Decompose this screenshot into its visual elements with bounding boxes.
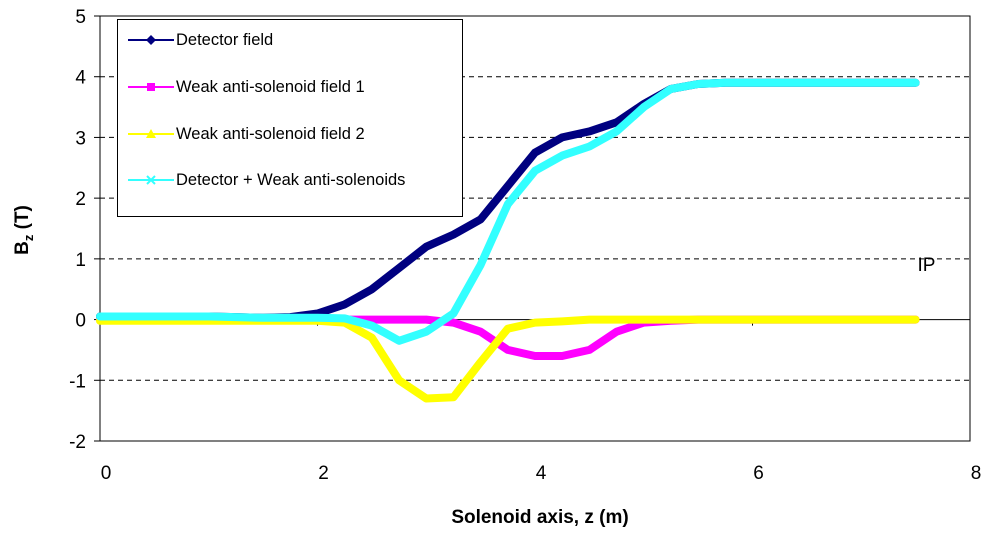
- x-axis-label: Solenoid axis, z (m): [451, 507, 628, 528]
- y-tick-label: 1: [75, 250, 86, 271]
- y-tick-label: -1: [69, 371, 86, 392]
- y-label-base: B: [12, 241, 33, 255]
- annotation: IP: [918, 255, 936, 276]
- x-tick-label: 4: [536, 463, 547, 484]
- legend-key: [128, 175, 174, 185]
- legend-label: Weak anti-solenoid field 1: [176, 78, 365, 96]
- legend-key: [128, 35, 174, 45]
- y-tick-label: 5: [75, 7, 86, 28]
- legend-marker: [146, 175, 156, 185]
- legend-marker: [146, 129, 156, 138]
- legend-entry: Weak anti-solenoid field 2: [126, 124, 446, 144]
- legend: Detector field Weak anti-solenoid field 1…: [117, 19, 463, 217]
- legend-label: Detector + Weak anti-solenoids: [176, 171, 406, 189]
- legend-label: Weak anti-solenoid field 2: [176, 125, 365, 143]
- legend-entry: Detector field: [126, 30, 446, 50]
- series-line: [96, 315, 920, 403]
- series-line: [96, 78, 920, 345]
- y-label-subscript: z: [21, 234, 36, 241]
- plot-frame: [99, 15, 971, 442]
- legend-key: [128, 83, 174, 91]
- legend-marker: [146, 35, 156, 45]
- x-tick-label: 0: [101, 463, 112, 484]
- x-tick-label: 8: [971, 463, 982, 484]
- x-tick-label: 6: [753, 463, 764, 484]
- x-tick-label: 2: [318, 463, 329, 484]
- y-tick-label: -2: [69, 432, 86, 453]
- y-tick-label: 4: [75, 68, 86, 89]
- y-tick-label: 3: [75, 128, 86, 149]
- y-tick-label: 0: [75, 311, 86, 332]
- legend-label: Detector field: [176, 31, 274, 49]
- legend-marker: [147, 83, 155, 91]
- y-axis-label: Bz (T): [12, 205, 36, 255]
- legend-entry: Detector + Weak anti-solenoids: [126, 170, 446, 190]
- legend-key: [128, 129, 174, 138]
- y-tick-label: 2: [75, 189, 86, 210]
- y-label-rest: (T): [12, 205, 33, 235]
- legend-entry: Weak anti-solenoid field 1: [126, 77, 446, 97]
